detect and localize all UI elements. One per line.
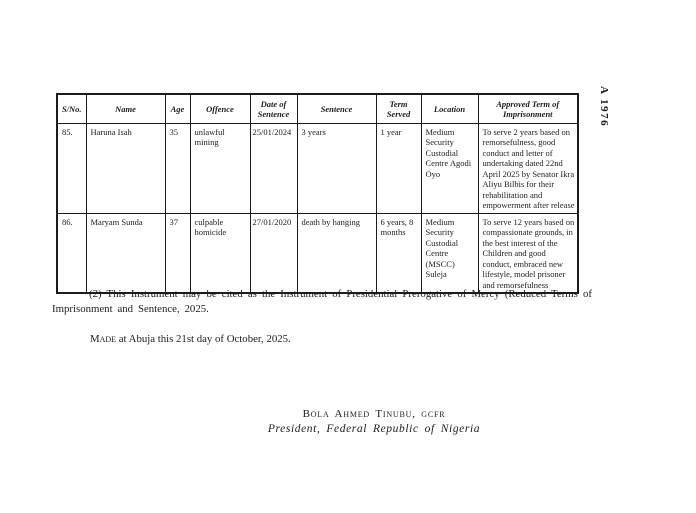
column-header-sno: S/No. <box>56 93 87 124</box>
column-header-term-served: Term Served <box>375 93 422 124</box>
signature-block: Bola Ahmed Tinubu, gcfr President, Feder… <box>228 408 520 435</box>
column-header-approved-term: Approved Term of Imprisonment <box>477 93 579 124</box>
column-header-sentence: Sentence <box>296 93 377 124</box>
cell-approved-term: To serve 12 years based on compassionate… <box>477 212 579 294</box>
column-header-date-of-sentence: Date of Sentence <box>249 93 298 124</box>
mercy-table: S/No. Name Age Offence Date of Sentence … <box>56 93 579 294</box>
cell-name: Maryam Sunda <box>85 212 166 294</box>
cell-offence: culpable homicide <box>189 212 251 294</box>
column-header-age: Age <box>164 93 191 124</box>
table-row: 86. Maryam Sunda 37 culpable homicide 27… <box>56 212 579 294</box>
cell-sno: 85. <box>56 122 87 214</box>
cell-location: Medium Security Custodial Centre (MSCC) … <box>420 212 479 294</box>
table-row: 85. Haruna Isah 35 unlawful mining 25/01… <box>56 122 579 214</box>
cell-location: Medium Security Custodial Centre Agodi O… <box>420 122 479 214</box>
cell-term-served: 1 year <box>375 122 422 214</box>
cell-age: 37 <box>164 212 191 294</box>
made-word: Made <box>90 333 117 345</box>
made-rest: at Abuja this 21st day of October, 2025. <box>116 333 291 345</box>
column-header-name: Name <box>85 93 166 124</box>
cell-sentence: 3 years <box>296 122 377 214</box>
made-clause: Made at Abuja this 21st day of October, … <box>90 333 291 345</box>
cell-approved-term: To serve 2 years based on remorsefulness… <box>477 122 579 214</box>
table-header-row: S/No. Name Age Offence Date of Sentence … <box>56 93 579 124</box>
cell-age: 35 <box>164 122 191 214</box>
cell-sno: 86. <box>56 212 87 294</box>
column-header-location: Location <box>420 93 479 124</box>
column-header-offence: Offence <box>189 93 251 124</box>
cell-term-served: 6 years, 8 months <box>375 212 422 294</box>
cell-name: Haruna Isah <box>85 122 166 214</box>
cell-date-of-sentence: 25/01/2024 <box>249 122 298 214</box>
signatory-title: President, Federal Republic of Nigeria <box>267 423 481 435</box>
cell-offence: unlawful mining <box>189 122 251 214</box>
citation-clause: (2) This Instrument may be cited as the … <box>52 288 592 315</box>
cell-sentence: death by hanging <box>296 212 377 294</box>
signatory-name: Bola Ahmed Tinubu, gcfr <box>302 408 446 420</box>
margin-page-number: A 1976 <box>598 86 610 128</box>
cell-date-of-sentence: 27/01/2020 <box>249 212 298 294</box>
